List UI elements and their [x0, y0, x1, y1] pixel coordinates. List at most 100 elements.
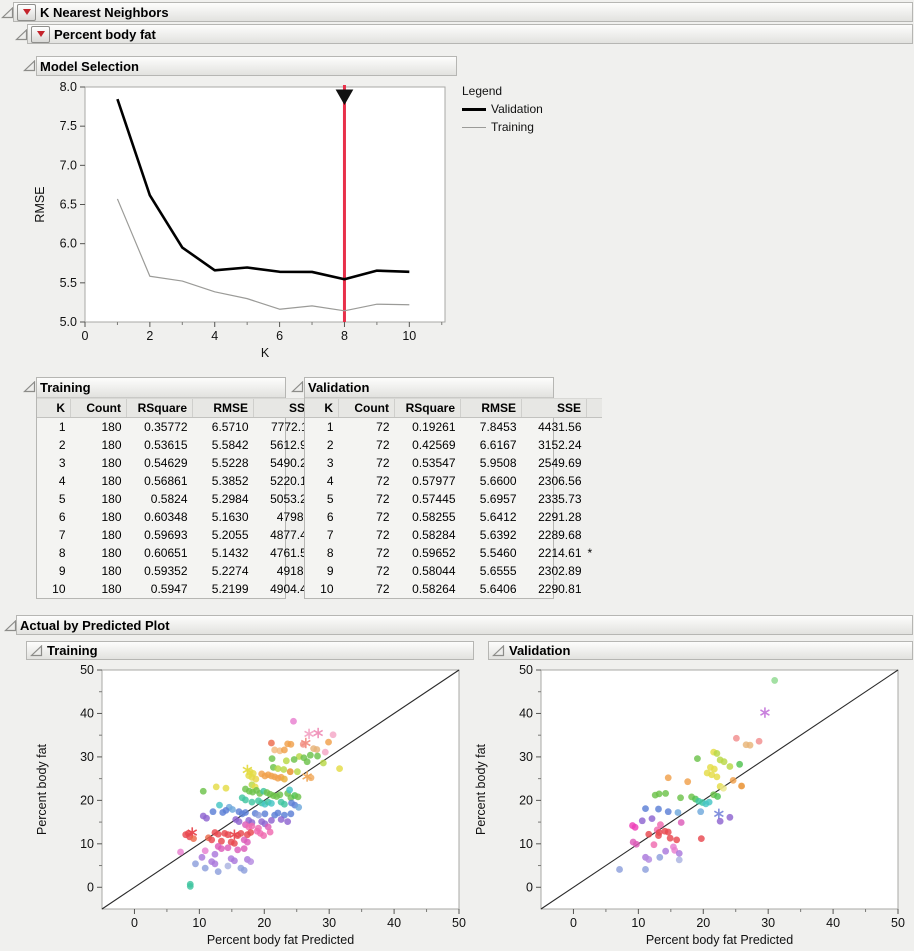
- dot-marker[interactable]: [307, 774, 315, 782]
- dot-marker[interactable]: [247, 829, 255, 836]
- dot-marker[interactable]: [771, 677, 779, 684]
- dot-marker[interactable]: [208, 836, 216, 844]
- dot-marker[interactable]: [240, 845, 248, 852]
- dot-marker[interactable]: [276, 791, 284, 799]
- table-row[interactable]: 10 72 0.58264 5.6406 2290.81: [305, 580, 602, 598]
- dot-marker[interactable]: [648, 815, 656, 823]
- dot-marker[interactable]: [719, 784, 727, 792]
- dot-marker[interactable]: [231, 857, 238, 865]
- data-points[interactable]: [616, 677, 779, 873]
- dot-marker[interactable]: [677, 819, 685, 826]
- dot-marker[interactable]: [656, 853, 664, 861]
- dot-marker[interactable]: [198, 853, 206, 861]
- dot-marker[interactable]: [755, 737, 763, 745]
- dot-marker[interactable]: [224, 862, 232, 870]
- dot-marker[interactable]: [280, 766, 288, 773]
- dot-marker[interactable]: [697, 835, 705, 843]
- dot-marker[interactable]: [214, 830, 222, 838]
- table-row[interactable]: 2 72 0.42569 6.6167 3152.24: [305, 436, 602, 454]
- dot-marker[interactable]: [237, 829, 245, 837]
- dot-marker[interactable]: [290, 756, 298, 763]
- dot-marker[interactable]: [729, 776, 737, 784]
- table-row[interactable]: 7 72 0.58284 5.6392 2289.68: [305, 526, 602, 544]
- dot-marker[interactable]: [286, 786, 293, 794]
- dot-marker[interactable]: [303, 758, 311, 766]
- dot-marker[interactable]: [299, 740, 307, 748]
- dot-marker[interactable]: [268, 816, 275, 824]
- dot-marker[interactable]: [325, 738, 332, 746]
- dot-marker[interactable]: [675, 849, 683, 857]
- dot-marker[interactable]: [657, 821, 664, 829]
- dot-marker[interactable]: [674, 809, 682, 816]
- dot-marker[interactable]: [684, 778, 692, 786]
- dot-marker[interactable]: [268, 755, 276, 763]
- dot-marker[interactable]: [295, 803, 303, 811]
- dot-marker[interactable]: [261, 810, 269, 818]
- dot-marker[interactable]: [306, 751, 314, 759]
- dot-marker[interactable]: [293, 768, 301, 776]
- table-row[interactable]: 9 180 0.59352 5.2274 4918.7: [37, 562, 334, 580]
- dot-marker[interactable]: [199, 787, 207, 795]
- dot-marker[interactable]: [280, 746, 288, 754]
- dot-marker[interactable]: [645, 830, 653, 838]
- dot-marker[interactable]: [248, 822, 256, 830]
- table-row[interactable]: 3 180 0.54629 5.5228 5490.23: [37, 454, 334, 472]
- dot-marker[interactable]: [697, 808, 705, 816]
- table-row[interactable]: 10 180 0.5947 5.2199 4904.48: [37, 580, 334, 598]
- dot-marker[interactable]: [675, 856, 683, 864]
- dot-marker[interactable]: [314, 752, 321, 760]
- dot-marker[interactable]: [243, 838, 251, 846]
- star-marker[interactable]: [304, 728, 314, 740]
- dot-marker[interactable]: [266, 828, 274, 836]
- dot-marker[interactable]: [746, 741, 754, 749]
- disclosure-triangle-model-selection[interactable]: [22, 59, 36, 72]
- dot-marker[interactable]: [664, 774, 672, 782]
- dot-marker[interactable]: [336, 765, 343, 773]
- dot-marker[interactable]: [714, 793, 721, 800]
- dot-marker[interactable]: [713, 773, 721, 781]
- dot-marker[interactable]: [664, 828, 672, 836]
- table-row[interactable]: 4 72 0.57977 5.6600 2306.56: [305, 472, 602, 490]
- dot-marker[interactable]: [186, 883, 194, 890]
- dot-marker[interactable]: [255, 811, 262, 819]
- k-selector-arrow-icon[interactable]: [335, 89, 354, 106]
- dot-marker[interactable]: [229, 806, 236, 813]
- table-row[interactable]: 4 180 0.56861 5.3852 5220.16: [37, 472, 334, 490]
- table-row[interactable]: 7 180 0.59693 5.2055 4877.47: [37, 526, 334, 544]
- dot-marker[interactable]: [268, 739, 275, 747]
- table-row[interactable]: 6 180 0.60348 5.1630 4798.2: [37, 508, 334, 526]
- red-triangle-menu-knn[interactable]: [17, 3, 36, 21]
- table-row[interactable]: 3 72 0.53547 5.9508 2549.69: [305, 454, 602, 472]
- dot-marker[interactable]: [280, 775, 288, 783]
- table-row[interactable]: 5 72 0.57445 5.6957 2335.73: [305, 490, 602, 508]
- dot-marker[interactable]: [214, 868, 222, 876]
- dot-marker[interactable]: [633, 840, 640, 848]
- dot-marker[interactable]: [201, 847, 209, 855]
- dot-marker[interactable]: [211, 850, 219, 858]
- dot-marker[interactable]: [248, 798, 256, 806]
- dot-marker[interactable]: [673, 836, 681, 844]
- dot-marker[interactable]: [645, 856, 653, 863]
- dot-marker[interactable]: [716, 817, 724, 825]
- dot-marker[interactable]: [313, 746, 321, 753]
- dot-marker[interactable]: [201, 864, 209, 872]
- disclosure-triangle-training-table[interactable]: [22, 380, 36, 393]
- dot-marker[interactable]: [222, 784, 230, 792]
- dot-marker[interactable]: [260, 832, 268, 839]
- dot-marker[interactable]: [192, 860, 199, 868]
- dot-marker[interactable]: [662, 790, 670, 797]
- disclosure-triangle-abp[interactable]: [3, 619, 17, 632]
- dot-marker[interactable]: [736, 760, 744, 768]
- dot-marker[interactable]: [224, 844, 232, 852]
- dot-marker[interactable]: [280, 800, 288, 808]
- dot-marker[interactable]: [271, 746, 279, 754]
- series-line-validation[interactable]: [116, 98, 410, 281]
- dot-marker[interactable]: [203, 814, 210, 822]
- dot-marker[interactable]: [290, 717, 297, 725]
- dot-marker[interactable]: [738, 782, 745, 790]
- dot-marker[interactable]: [713, 750, 721, 757]
- table-row[interactable]: 5 180 0.5824 5.2984 5053.22: [37, 490, 334, 508]
- dot-marker[interactable]: [231, 839, 238, 847]
- dot-marker[interactable]: [242, 809, 249, 816]
